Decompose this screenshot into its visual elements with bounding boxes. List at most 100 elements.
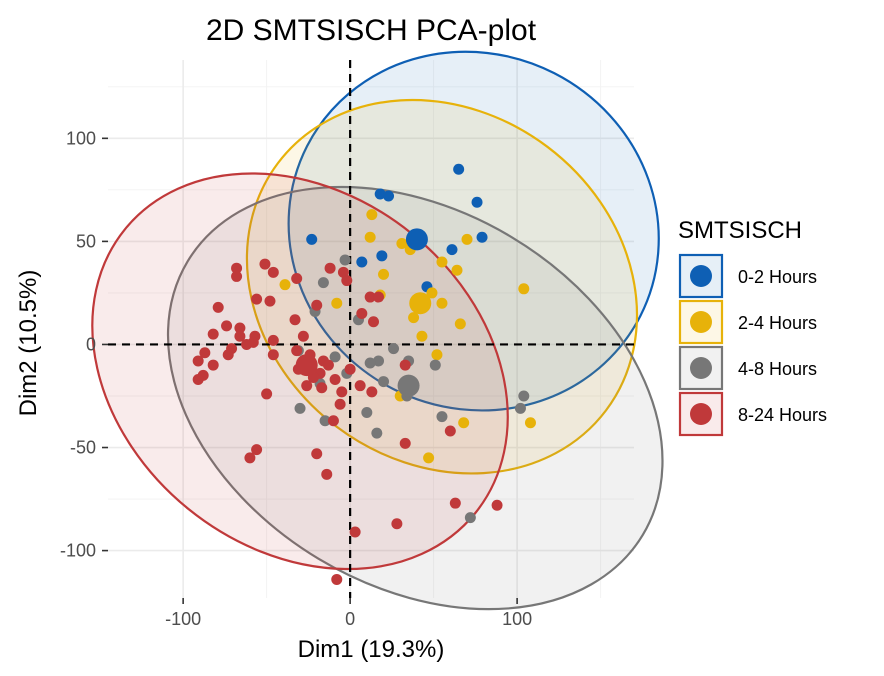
data-point [306, 233, 318, 245]
data-point [356, 256, 368, 268]
data-point [464, 512, 476, 524]
data-point [364, 291, 376, 303]
data-point [364, 357, 376, 369]
data-point [344, 363, 356, 375]
data-point [354, 380, 366, 392]
data-point [408, 312, 420, 324]
data-point [267, 266, 279, 278]
data-point [234, 330, 246, 342]
data-point [301, 380, 313, 392]
legend-swatch [690, 311, 712, 333]
data-point [371, 427, 383, 439]
data-point [458, 417, 470, 429]
data-point [244, 452, 256, 464]
data-point [514, 402, 526, 414]
data-point [207, 359, 219, 371]
group-centroid [397, 374, 420, 397]
y-tick-label: 0 [86, 334, 96, 354]
data-point [444, 425, 456, 437]
data-point [291, 345, 303, 357]
data-point [436, 297, 448, 309]
data-point [336, 386, 348, 398]
legend-swatch [690, 403, 712, 425]
data-point [524, 417, 536, 429]
y-tick-label: 100 [66, 128, 96, 148]
chart-title: 2D SMTSISCH PCA-plot [206, 14, 537, 47]
data-point [446, 244, 458, 256]
legend-swatch [690, 265, 712, 287]
legend-label: 2-4 Hours [738, 313, 817, 333]
data-point [261, 388, 273, 400]
data-point [329, 374, 341, 386]
ellipse-4-8-hours [166, 185, 664, 611]
data-point [241, 338, 253, 350]
data-points [192, 163, 536, 585]
data-point [471, 196, 483, 208]
group-centroid [409, 292, 432, 315]
data-point [331, 297, 343, 309]
data-point [331, 573, 343, 585]
data-point [436, 256, 448, 268]
data-point [329, 351, 341, 363]
reference-lines [108, 60, 634, 598]
data-point [337, 266, 349, 278]
data-point [207, 328, 219, 340]
y-tick-label: 50 [76, 231, 96, 251]
data-point [212, 301, 224, 313]
data-point [279, 279, 291, 291]
data-point [368, 316, 380, 328]
group-centroid [405, 228, 428, 251]
data-point [294, 402, 306, 414]
data-point [374, 188, 386, 200]
data-point [267, 334, 279, 346]
data-point [378, 376, 390, 388]
data-point [259, 258, 271, 270]
data-point [461, 233, 473, 245]
data-point [388, 343, 400, 355]
data-point [426, 287, 438, 299]
data-point [221, 320, 233, 332]
data-point [366, 209, 378, 221]
x-axis-title: Dim1 (19.3%) [298, 636, 445, 663]
data-point [251, 444, 263, 456]
data-point [327, 415, 339, 427]
legend: SMTSISCH 0-2 Hours 2-4 Hours 4-8 Hours 8-24… [678, 217, 827, 437]
data-point [391, 518, 403, 530]
ellipse-0-2-hours [287, 50, 660, 412]
data-point [226, 343, 238, 355]
data-point [396, 237, 408, 249]
data-point [364, 231, 376, 243]
group-centroids [295, 228, 432, 397]
x-tick-label: 100 [502, 609, 532, 629]
data-point [349, 526, 361, 538]
data-point [231, 262, 243, 274]
confidence-ellipses [91, 50, 664, 611]
data-point [429, 359, 441, 371]
data-point [518, 283, 530, 295]
data-point [449, 497, 461, 509]
data-point [399, 437, 411, 449]
data-point [373, 291, 385, 303]
data-point [199, 347, 211, 359]
data-point [453, 163, 465, 175]
data-point [476, 231, 488, 243]
data-point [376, 250, 388, 262]
data-point [491, 499, 503, 511]
y-tick-label: -50 [70, 438, 96, 458]
data-point [454, 318, 466, 330]
data-point [518, 390, 530, 402]
data-point [192, 355, 204, 367]
y-axis-title: Dim2 (10.5%) [15, 270, 42, 417]
data-point [339, 254, 351, 266]
data-point [322, 359, 334, 371]
data-point [234, 322, 246, 334]
legend-label: 0-2 Hours [738, 267, 817, 287]
data-point [289, 314, 301, 326]
data-point [324, 262, 336, 274]
axes: -100 0 100 -100 -50 0 50 100 [60, 128, 532, 629]
group-centroid [295, 354, 318, 377]
data-point [356, 308, 368, 320]
legend-items: 0-2 Hours 2-4 Hours 4-8 Hours 8-24 Hours [678, 253, 827, 437]
data-point [231, 270, 243, 282]
